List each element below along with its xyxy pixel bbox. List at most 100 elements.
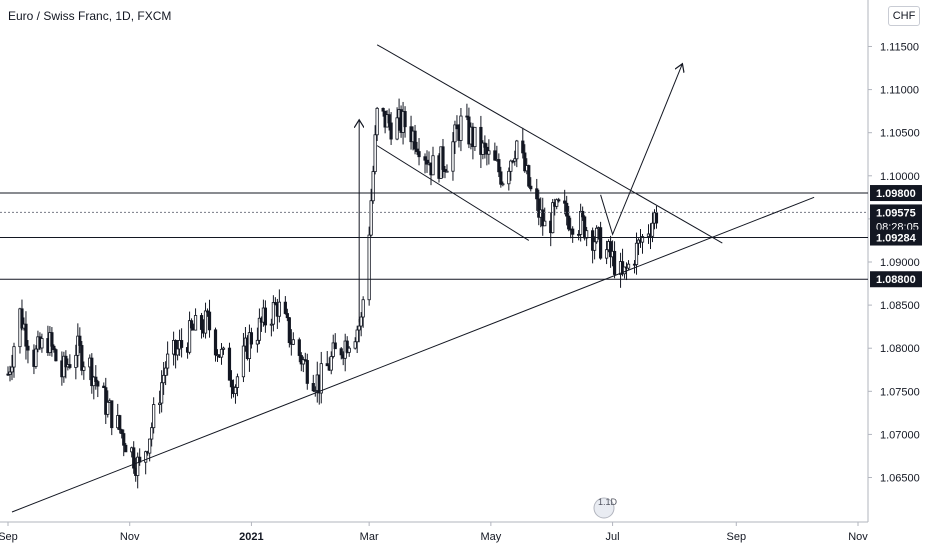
candle-body [608, 241, 613, 258]
candle-body [333, 342, 337, 350]
candle-body [563, 200, 567, 204]
candle-body [329, 356, 333, 371]
candle-body [509, 160, 513, 172]
candle-body [26, 345, 30, 351]
candle-body [285, 313, 289, 319]
projection-path [600, 132, 655, 236]
candle-body [507, 170, 511, 185]
candle-body [626, 263, 631, 269]
candle-body [162, 374, 166, 384]
candle-body [273, 302, 277, 305]
x-tick-label: Mar [360, 531, 379, 543]
candle-body [445, 170, 449, 173]
candle-body [497, 159, 501, 173]
candle-body [166, 353, 170, 369]
candle-body [567, 215, 571, 230]
candle-body [357, 325, 361, 331]
candle-body [479, 126, 483, 155]
candle-body [565, 202, 569, 217]
currency-button[interactable]: CHF [888, 6, 920, 26]
watermark-text: 1.1D [598, 497, 618, 507]
candle-body [160, 382, 164, 404]
candle-body [654, 212, 659, 224]
candle-body [403, 111, 407, 128]
candle-body [164, 367, 168, 376]
level-label-box [870, 185, 922, 202]
candle-body [535, 188, 539, 200]
candle-body [595, 227, 599, 243]
candle-body [415, 148, 419, 152]
trendline [376, 44, 723, 244]
candle-body [355, 329, 359, 343]
candle-body [339, 348, 343, 356]
candle-body [551, 202, 555, 234]
candle-body [373, 134, 377, 172]
y-tick-label: 1.11000 [880, 85, 919, 97]
candle-body [634, 242, 639, 265]
candle-body [80, 345, 84, 371]
candle-body [235, 376, 240, 388]
level-label-box [870, 204, 922, 235]
candle-body [229, 379, 234, 388]
candle-body [443, 169, 447, 173]
candle-body [487, 150, 491, 155]
candle-body [221, 347, 226, 350]
candle-body [271, 302, 275, 325]
candle-body [82, 366, 86, 371]
candle-body [499, 171, 503, 185]
level-label: 1.08800 [876, 274, 916, 286]
candle-body [319, 363, 323, 394]
candle-body [375, 107, 379, 136]
candle-body [359, 316, 363, 327]
candle-body [543, 220, 547, 227]
candle-body [257, 317, 262, 341]
candle-body [579, 210, 583, 235]
candle-body [640, 236, 645, 243]
candle-body [34, 348, 38, 367]
level-label-box [870, 229, 922, 246]
candle-body [287, 317, 291, 344]
candle-body [255, 339, 260, 345]
candle-body [591, 230, 595, 251]
candle-body [207, 311, 212, 331]
chart-title: Euro / Swiss Franc, 1D, FXCM [8, 9, 172, 23]
candle-body [187, 320, 192, 353]
candle-body [94, 376, 98, 382]
candle-body [10, 366, 14, 373]
candle-body [345, 340, 349, 353]
candle-body [473, 126, 477, 148]
y-tick-label: 1.10500 [880, 128, 920, 140]
candle-body [381, 107, 385, 112]
candle-body [593, 241, 597, 251]
candle-body [54, 349, 58, 362]
candle-body [371, 171, 375, 202]
candle-body [301, 359, 305, 365]
candle-body [12, 346, 16, 368]
candle-body [541, 209, 545, 227]
candle-body [650, 222, 655, 237]
candle-body [52, 345, 56, 351]
candle-body [136, 456, 140, 476]
candle-body [313, 390, 317, 392]
candle-body [120, 429, 124, 434]
y-tick-label: 1.10000 [880, 171, 920, 183]
y-tick-label: 1.11500 [880, 41, 919, 53]
x-tick-label: Nov [120, 531, 140, 543]
x-tick-label: Sep [726, 531, 746, 543]
candle-body [331, 342, 335, 357]
candle-body [150, 427, 154, 440]
candle-body [297, 339, 301, 356]
candle-body [325, 363, 329, 367]
candle-body [612, 250, 617, 275]
candle-body [144, 451, 148, 463]
candle-body [277, 301, 281, 317]
candle-body [219, 348, 224, 358]
x-tick-label: 2021 [239, 531, 263, 543]
candle-body [291, 339, 295, 345]
candle-body [557, 199, 561, 202]
candle-body [305, 360, 309, 384]
y-tick-label: 1.07000 [880, 429, 920, 441]
candle-body [501, 183, 505, 186]
candle-body [622, 266, 627, 275]
